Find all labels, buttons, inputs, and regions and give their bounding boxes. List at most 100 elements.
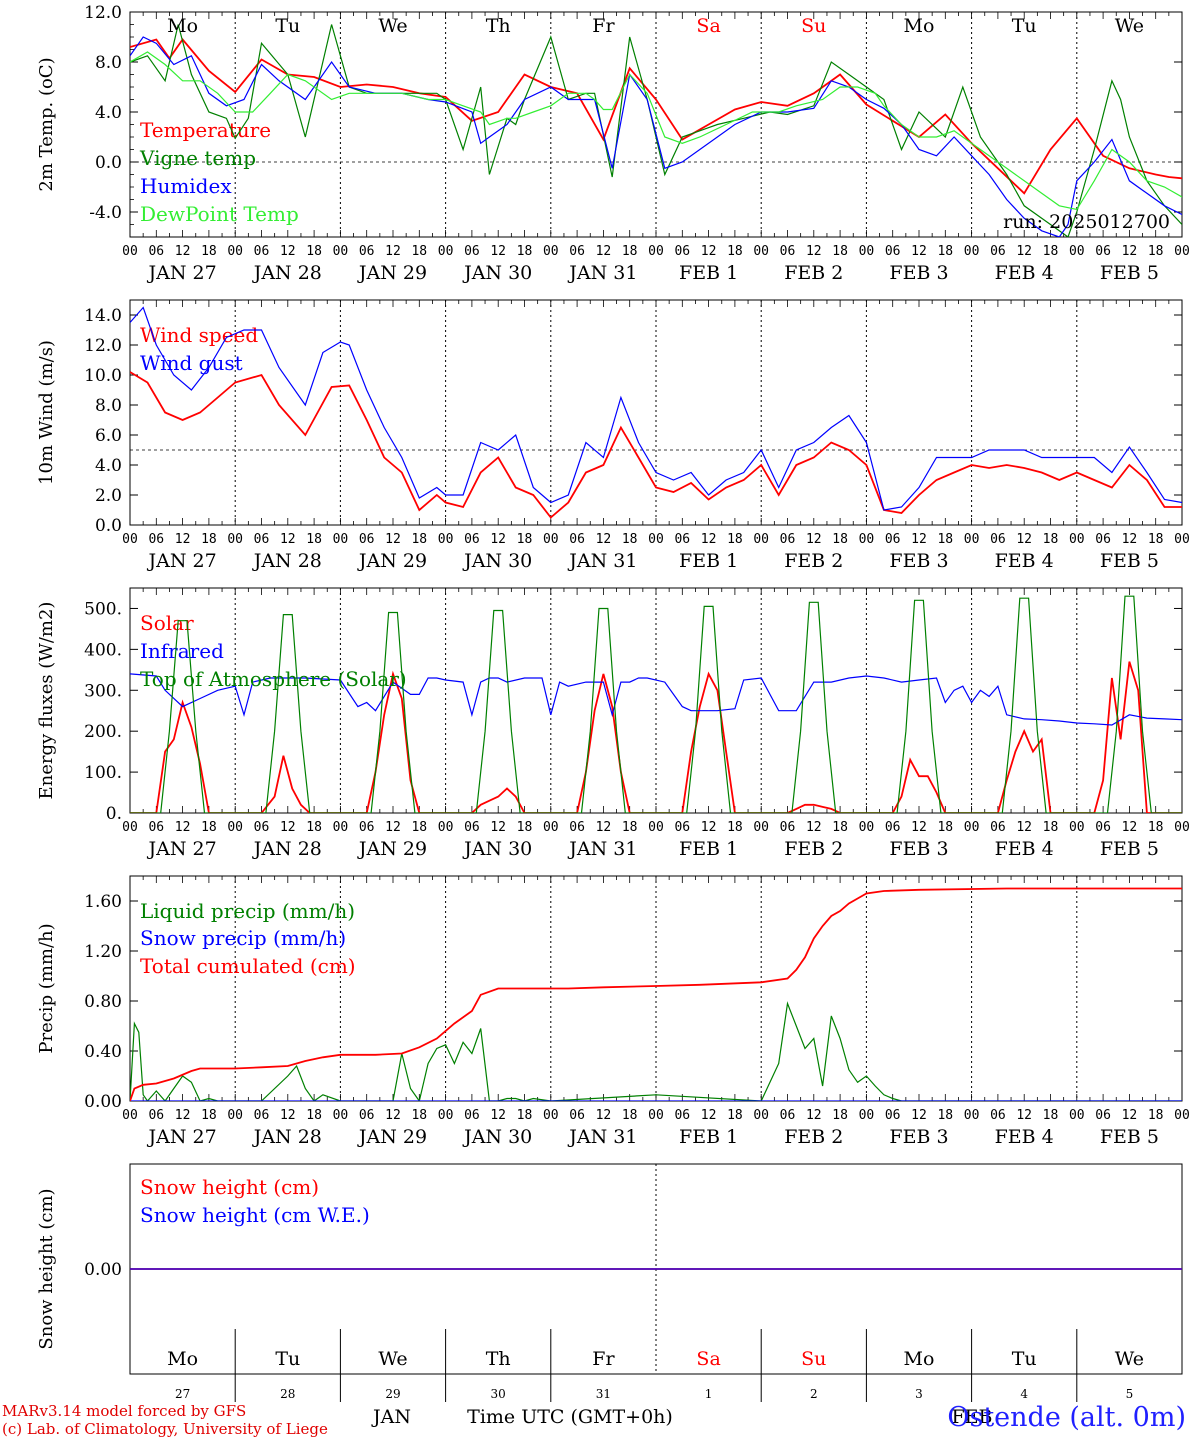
month-label: JAN bbox=[371, 1406, 411, 1428]
series-line-total-cumulated-cm- bbox=[130, 887, 1182, 1101]
hour-label: 18 bbox=[1148, 532, 1164, 547]
hour-label: 12 bbox=[911, 532, 927, 547]
hour-label: 06 bbox=[780, 820, 796, 835]
day-name-label: Tu bbox=[1012, 15, 1037, 37]
hour-label: 12 bbox=[175, 820, 191, 835]
hour-label: 18 bbox=[306, 1108, 322, 1123]
hour-label: 12 bbox=[490, 244, 506, 259]
hour-label: 12 bbox=[1122, 820, 1138, 835]
date-label: FEB 5 bbox=[1100, 262, 1159, 284]
date-label: JAN 30 bbox=[462, 1126, 532, 1148]
hour-label: 06 bbox=[674, 244, 690, 259]
hour-label: 12 bbox=[596, 820, 612, 835]
series-line-humidex bbox=[130, 36, 1182, 237]
hour-label: 00 bbox=[227, 820, 243, 835]
legend-entry: Vigne temp bbox=[139, 146, 256, 170]
series-line-dewpoint-temp bbox=[130, 51, 1182, 211]
date-label: FEB 4 bbox=[995, 1126, 1054, 1148]
hour-label: 18 bbox=[1148, 820, 1164, 835]
hour-label: 18 bbox=[306, 532, 322, 547]
hour-label: 06 bbox=[464, 820, 480, 835]
day-name-label: We bbox=[378, 15, 407, 37]
hour-label: 06 bbox=[1095, 820, 1111, 835]
hour-label: 06 bbox=[780, 532, 796, 547]
series-line-vigne-temp bbox=[130, 24, 1182, 237]
hour-label: 06 bbox=[569, 1108, 585, 1123]
hour-label: 06 bbox=[990, 820, 1006, 835]
hour-label: 06 bbox=[464, 1108, 480, 1123]
date-label: FEB 1 bbox=[679, 262, 738, 284]
hour-label: 00 bbox=[1069, 532, 1085, 547]
hour-label: 06 bbox=[569, 532, 585, 547]
hour-label: 12 bbox=[701, 1108, 717, 1123]
y-tick-label: 0.00 bbox=[84, 1260, 122, 1280]
hour-label: 06 bbox=[1095, 532, 1111, 547]
date-label: JAN 28 bbox=[252, 838, 322, 860]
hour-label: 12 bbox=[385, 532, 401, 547]
hour-label: 18 bbox=[201, 820, 217, 835]
x-axis-title: Time UTC (GMT+0h) bbox=[467, 1406, 673, 1428]
hour-label: 00 bbox=[859, 820, 875, 835]
hour-label: 18 bbox=[727, 532, 743, 547]
hour-label: 18 bbox=[306, 244, 322, 259]
hour-label: 12 bbox=[490, 1108, 506, 1123]
month-label: FEB bbox=[951, 1406, 992, 1428]
date-label: FEB 3 bbox=[889, 1126, 948, 1148]
hour-label: 12 bbox=[1016, 1108, 1032, 1123]
y-tick-label: 0.0 bbox=[95, 153, 122, 173]
legend-entry: Humidex bbox=[140, 174, 232, 198]
y-tick-label: 0.80 bbox=[84, 992, 122, 1012]
hour-label: 12 bbox=[806, 532, 822, 547]
hour-label: 12 bbox=[596, 532, 612, 547]
hour-label: 18 bbox=[1043, 820, 1059, 835]
y-tick-label: 200. bbox=[84, 722, 122, 742]
hour-label: 00 bbox=[964, 1108, 980, 1123]
hour-label: 00 bbox=[1069, 244, 1085, 259]
hour-label: 00 bbox=[438, 1108, 454, 1123]
date-label: JAN 29 bbox=[357, 838, 427, 860]
hour-label: 12 bbox=[1016, 532, 1032, 547]
hour-label: 12 bbox=[280, 820, 296, 835]
hour-label: 06 bbox=[148, 244, 164, 259]
station-title: Ostende (alt. 0m) bbox=[947, 1402, 1186, 1433]
hour-label: 06 bbox=[254, 820, 270, 835]
y-tick-label: 4.0 bbox=[95, 103, 122, 123]
hour-label: 06 bbox=[569, 244, 585, 259]
day-name-label: We bbox=[378, 1348, 407, 1370]
hour-label: 06 bbox=[148, 820, 164, 835]
hour-label: 18 bbox=[937, 820, 953, 835]
hour-label: 12 bbox=[596, 1108, 612, 1123]
legend-entry: Temperature bbox=[140, 118, 271, 142]
hour-label: 06 bbox=[148, 1108, 164, 1123]
day-name-label: Fr bbox=[592, 1348, 615, 1370]
hour-label: 06 bbox=[359, 820, 375, 835]
hour-label: 12 bbox=[911, 244, 927, 259]
legend-entry: Top of Atmosphere (Solar) bbox=[140, 667, 407, 691]
run-label: run: 2025012700 bbox=[1003, 211, 1170, 233]
day-name-label: Sa bbox=[696, 15, 720, 37]
date-label: FEB 3 bbox=[889, 550, 948, 572]
y-axis-label: Snow height (cm) bbox=[36, 1188, 57, 1349]
hour-label: 12 bbox=[701, 532, 717, 547]
hour-label: 18 bbox=[517, 532, 533, 547]
y-tick-label: 2.0 bbox=[95, 486, 122, 506]
hour-label: 18 bbox=[517, 244, 533, 259]
hour-label: 06 bbox=[464, 532, 480, 547]
hour-label: 12 bbox=[175, 244, 191, 259]
hour-label: 12 bbox=[806, 820, 822, 835]
hour-label: 00 bbox=[438, 820, 454, 835]
date-label: JAN 28 bbox=[252, 550, 322, 572]
y-axis-label: 2m Temp. (oC) bbox=[36, 57, 57, 191]
hour-label: 06 bbox=[885, 1108, 901, 1123]
hour-label: 00 bbox=[753, 1108, 769, 1123]
legend-entry: Snow height (cm W.E.) bbox=[140, 1203, 370, 1227]
hour-label: 00 bbox=[543, 532, 559, 547]
hour-label: 06 bbox=[674, 1108, 690, 1123]
hour-label: 12 bbox=[280, 244, 296, 259]
day-name-label: Sa bbox=[696, 1348, 720, 1370]
hour-label: 00 bbox=[859, 1108, 875, 1123]
day-name-label: Mo bbox=[904, 1348, 935, 1370]
hour-label: 12 bbox=[596, 244, 612, 259]
hour-label: 18 bbox=[622, 532, 638, 547]
hour-label: 00 bbox=[859, 532, 875, 547]
